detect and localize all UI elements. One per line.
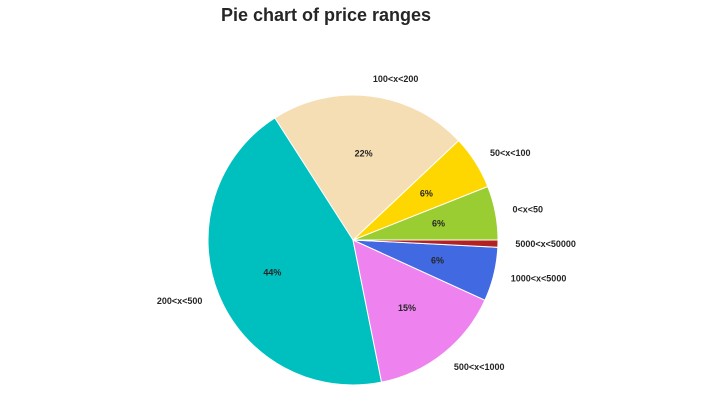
slice-percent-label: 6% [432, 219, 445, 229]
slice-category-label: 1000<x<5000 [511, 273, 567, 283]
slice-category-label: 0<x<50 [513, 205, 544, 215]
slice-category-label: 200<x<500 [157, 296, 203, 306]
slice-category-label: 500<x<1000 [454, 362, 505, 372]
slice-percent-label: 22% [355, 149, 373, 159]
slice-category-label: 50<x<100 [490, 148, 531, 158]
slice-percent-label: 44% [263, 268, 281, 278]
pie-slice [352, 239, 486, 383]
slice-category-label: 100<x<200 [373, 74, 419, 84]
slice-category-label: 5000<x<50000 [515, 239, 576, 249]
slice-percent-label: 6% [420, 188, 433, 198]
slice-percent-label: 15% [398, 303, 416, 313]
slice-percent-label: 6% [431, 256, 444, 266]
pie-slice [207, 117, 383, 386]
pie-slice [352, 239, 499, 248]
chart-title: Pie chart of price ranges [220, 5, 432, 25]
pie-slice [274, 94, 460, 241]
